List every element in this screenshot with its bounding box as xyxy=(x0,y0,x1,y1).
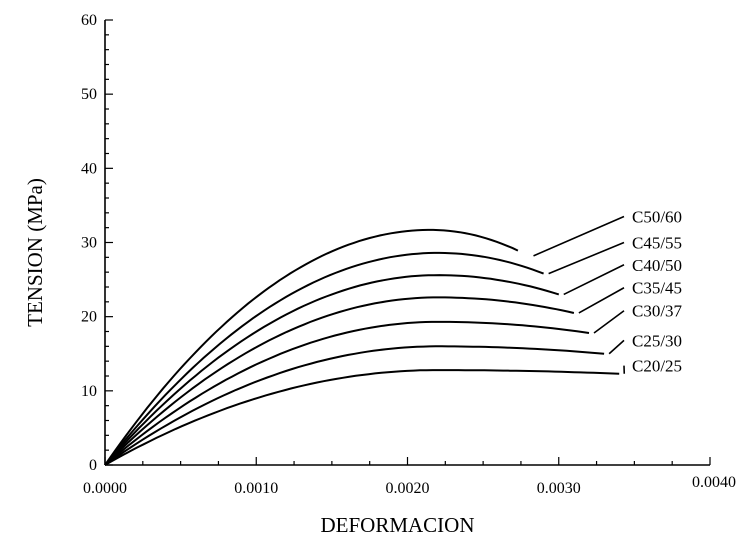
series-label: C40/50 xyxy=(632,256,682,275)
series-leader-line xyxy=(593,310,625,334)
series-curve xyxy=(104,369,620,466)
x-tick-label: 0.0040 xyxy=(692,474,736,491)
series-leader-line xyxy=(563,264,625,296)
series-labels: C50/60 C45/55 C40/50 C35/45 C30/37 C25/30 C20/… xyxy=(632,208,683,376)
series-label: C30/37 xyxy=(632,302,683,321)
y-tick-label: 30 xyxy=(81,235,97,252)
series-curve xyxy=(104,296,575,466)
y-tick-label: 50 xyxy=(81,86,97,103)
x-axis-title: DEFORMACION xyxy=(320,513,474,537)
series-curve xyxy=(104,345,605,466)
series-curve xyxy=(104,228,519,466)
series-leader-line xyxy=(578,287,625,314)
series-curve xyxy=(104,320,590,466)
series-leader-line xyxy=(533,215,625,257)
series-leader-lines xyxy=(533,215,626,374)
y-tick-label: 10 xyxy=(81,383,97,400)
y-axis-title: TENSION (MPa) xyxy=(23,178,47,327)
x-tick-label: 0.0030 xyxy=(537,480,581,497)
y-tick-label: 20 xyxy=(81,309,97,326)
series-label: C50/60 xyxy=(632,208,682,227)
x-tick-label: 0.0000 xyxy=(83,480,127,497)
y-tick-label: 60 xyxy=(81,12,97,29)
ticks xyxy=(104,19,711,466)
series-curve xyxy=(104,251,544,466)
y-tick-label: 40 xyxy=(81,160,97,177)
series-label: C20/25 xyxy=(632,357,682,376)
series-leader-line xyxy=(608,339,625,355)
x-tick-label: 0.0020 xyxy=(386,480,430,497)
series-label: C25/30 xyxy=(632,331,682,350)
series-curves xyxy=(104,228,620,466)
x-tick-label: 0.0010 xyxy=(234,480,278,497)
series-curve xyxy=(104,274,560,466)
series-label: C35/45 xyxy=(632,279,682,298)
tick-labels: 0 10 20 30 40 50 60 0.0000 0.0010 0.0020 0.0030 0.0… xyxy=(81,12,736,497)
series-label: C45/55 xyxy=(632,234,682,253)
y-tick-label: 0 xyxy=(89,457,97,474)
series-leader-line xyxy=(548,241,625,275)
